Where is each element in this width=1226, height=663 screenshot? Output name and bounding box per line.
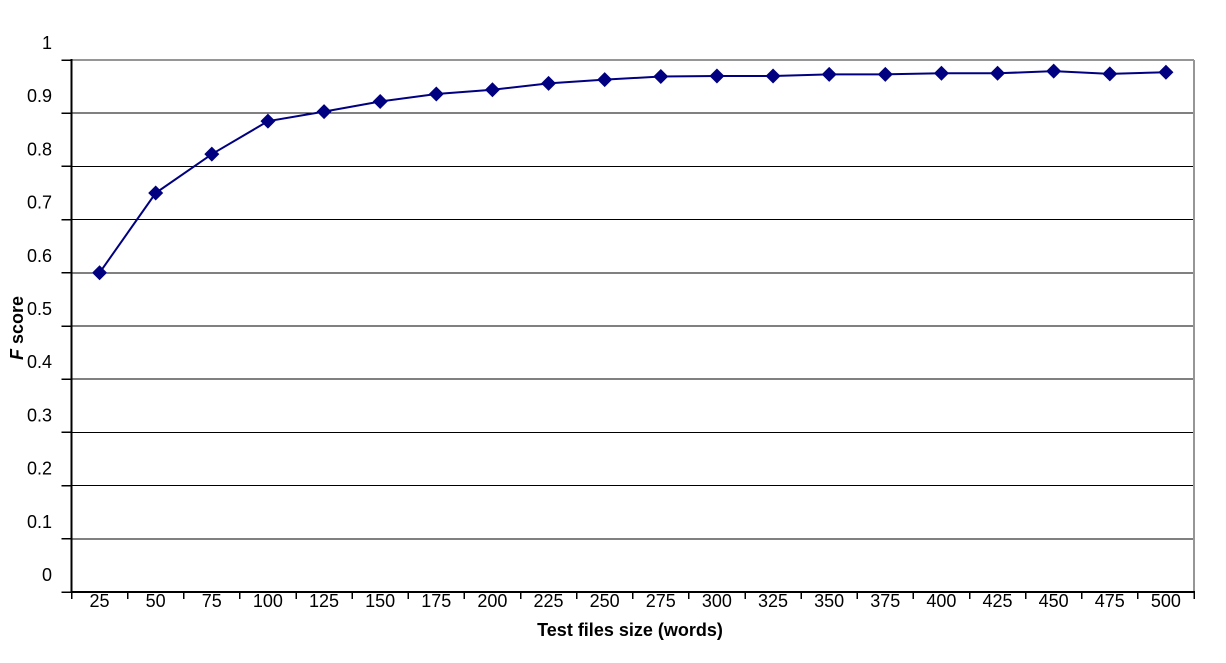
data-point-marker bbox=[428, 86, 444, 102]
x-tick-label: 375 bbox=[870, 591, 900, 611]
y-tick-label: 0.6 bbox=[27, 246, 52, 266]
x-tick-label: 200 bbox=[477, 591, 507, 611]
data-point-marker bbox=[653, 68, 669, 84]
data-point-marker bbox=[541, 75, 557, 91]
x-axis-title: Test files size (words) bbox=[537, 620, 723, 640]
data-point-marker bbox=[204, 146, 220, 162]
x-tick-label: 150 bbox=[365, 591, 395, 611]
x-tick-label: 50 bbox=[146, 591, 166, 611]
y-tick-label: 0.3 bbox=[27, 405, 52, 425]
data-point-marker bbox=[1158, 64, 1174, 80]
y-tick-label: 0.5 bbox=[27, 299, 52, 319]
data-point-marker bbox=[260, 113, 276, 129]
x-tick-label: 275 bbox=[646, 591, 676, 611]
y-tick-label: 0.4 bbox=[27, 352, 52, 372]
x-tick-label: 300 bbox=[702, 591, 732, 611]
y-axis-title-italic-part: F bbox=[7, 349, 27, 361]
x-tick-label: 175 bbox=[421, 591, 451, 611]
data-point-marker bbox=[933, 65, 949, 81]
data-point-marker bbox=[821, 66, 837, 82]
x-tick-label: 450 bbox=[1039, 591, 1069, 611]
y-tick-label: 0.8 bbox=[27, 139, 52, 159]
x-tick-label: 400 bbox=[926, 591, 956, 611]
x-tick-label: 75 bbox=[202, 591, 222, 611]
data-point-marker bbox=[372, 93, 388, 109]
data-point-marker bbox=[709, 68, 725, 84]
y-tick-label: 0.7 bbox=[27, 193, 52, 213]
data-point-marker bbox=[148, 185, 164, 201]
data-point-marker bbox=[484, 82, 500, 98]
series-line bbox=[98, 70, 1166, 274]
x-tick-label: 225 bbox=[534, 591, 564, 611]
y-tick-label: 0.9 bbox=[27, 86, 52, 106]
y-tick-label: 0.2 bbox=[27, 459, 52, 479]
data-point-marker bbox=[990, 65, 1006, 81]
data-point-marker bbox=[316, 104, 332, 120]
data-point-marker bbox=[765, 68, 781, 84]
x-tick-label: 125 bbox=[309, 591, 339, 611]
data-point-marker bbox=[92, 265, 108, 281]
x-tick-label: 425 bbox=[983, 591, 1013, 611]
data-point-marker bbox=[597, 72, 613, 88]
data-point-marker bbox=[1102, 66, 1118, 82]
data-point-marker bbox=[877, 66, 893, 82]
x-tick-label: 325 bbox=[758, 591, 788, 611]
y-tick-label: 1 bbox=[42, 33, 52, 53]
y-axis-title-rest-part: score bbox=[7, 295, 27, 350]
y-tick-label: 0 bbox=[42, 565, 52, 585]
x-tick-label: 250 bbox=[590, 591, 620, 611]
x-tick-label: 350 bbox=[814, 591, 844, 611]
x-tick-label: 100 bbox=[253, 591, 283, 611]
y-tick-label: 0.1 bbox=[27, 512, 52, 532]
x-tick-label: 500 bbox=[1151, 591, 1181, 611]
y-axis-title: F score bbox=[5, 268, 29, 388]
x-tick-label: 475 bbox=[1095, 591, 1125, 611]
x-tick-label: 25 bbox=[90, 591, 110, 611]
data-point-marker bbox=[1046, 63, 1062, 79]
